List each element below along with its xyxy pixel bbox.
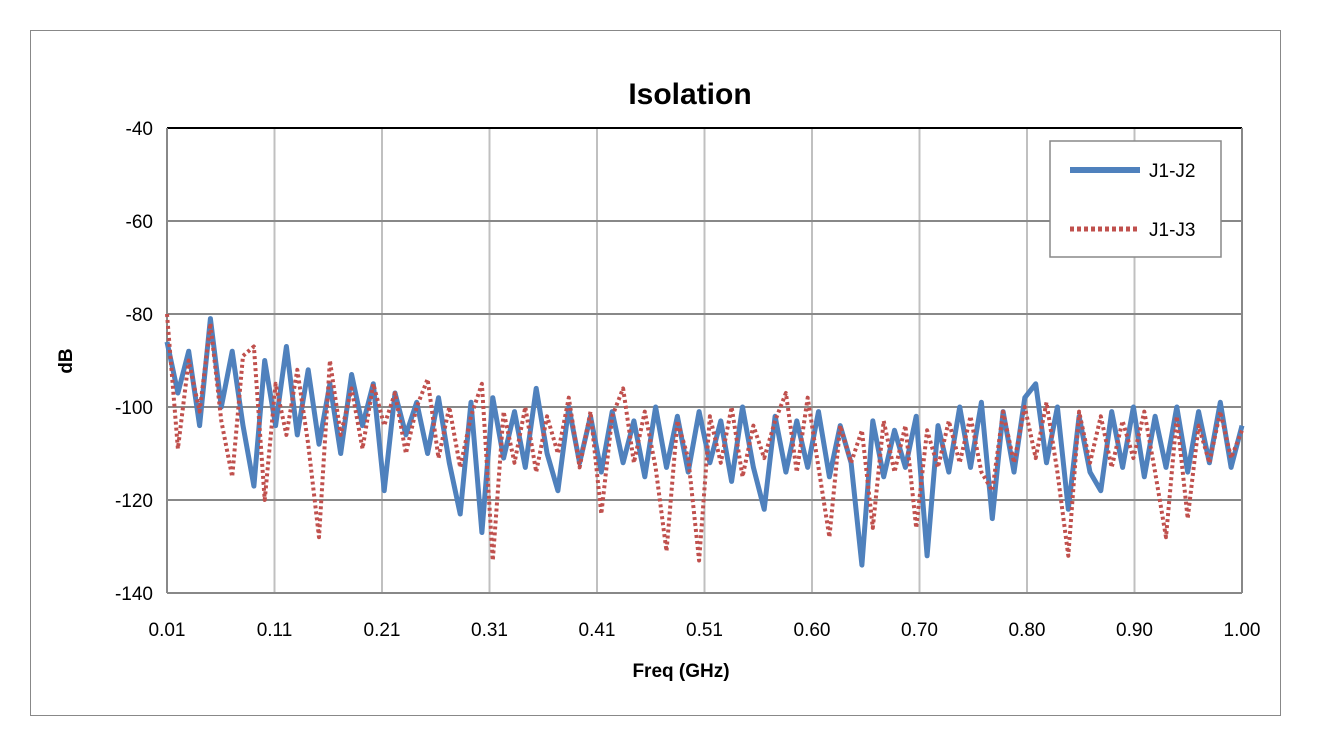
y-tick-label: -120 <box>115 491 153 512</box>
x-axis-label: Freq (GHz) <box>632 661 729 682</box>
legend: J1-J2 J1-J3 <box>1049 140 1222 258</box>
y-axis-label: dB <box>56 348 77 373</box>
y-tick-label: -80 <box>126 305 153 326</box>
x-tick-label: 0.21 <box>364 620 401 641</box>
x-tick-label: 0.80 <box>1009 620 1046 641</box>
series-line-j1-j2 <box>164 316 1245 568</box>
series-line-j1-j3 <box>165 313 1244 563</box>
y-tick-label: -140 <box>115 584 153 605</box>
x-tick-label: 1.00 <box>1224 620 1261 641</box>
x-tick-label: 0.31 <box>471 620 508 641</box>
x-tick-label: 0.01 <box>149 620 186 641</box>
chart-frame <box>30 30 1281 716</box>
x-tick-label: 0.11 <box>257 620 293 641</box>
x-tick-label: 0.90 <box>1116 620 1153 641</box>
x-tick-label: 0.41 <box>579 620 616 641</box>
legend-label-j1-j2: J1-J2 <box>1149 161 1195 182</box>
legend-label-j1-j3: J1-J3 <box>1149 220 1195 241</box>
x-tick-label: 0.60 <box>794 620 831 641</box>
x-tick-label: 0.51 <box>686 620 723 641</box>
y-tick-label: -40 <box>126 119 153 140</box>
legend-box <box>1049 140 1222 258</box>
y-tick-label: -100 <box>115 398 153 419</box>
chart-title: Isolation <box>628 78 751 111</box>
y-tick-label: -60 <box>126 212 153 233</box>
x-tick-label: 0.70 <box>901 620 938 641</box>
